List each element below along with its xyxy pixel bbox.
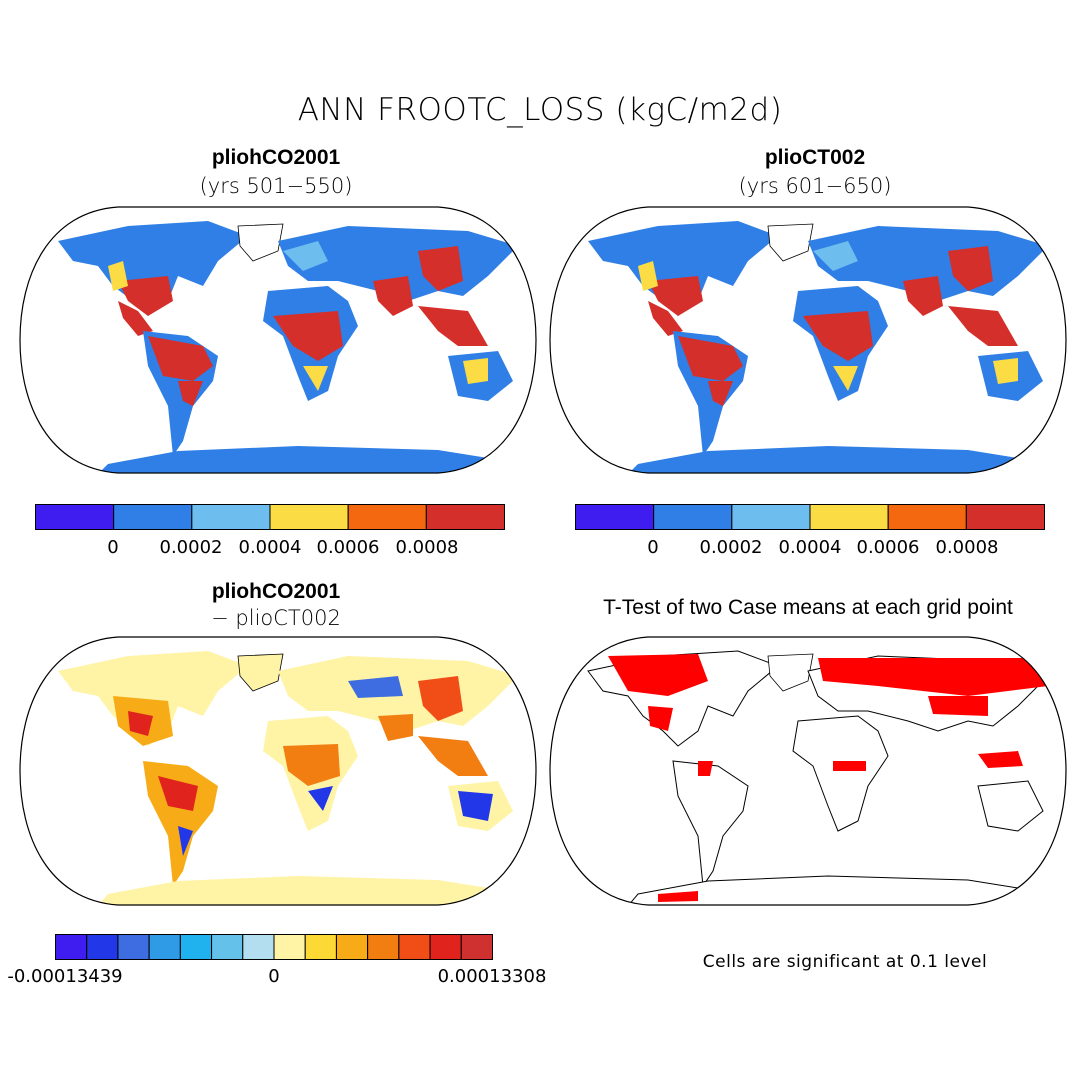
cbar-c-swatch-1	[86, 934, 119, 960]
cbar-b-swatch-2	[731, 504, 811, 530]
cbar-c-swatch-10	[367, 934, 400, 960]
cbar-a-swatch-5	[425, 504, 506, 530]
panel-c-subtitle: − plioCT002	[211, 606, 341, 630]
cbar-c-swatch-5	[211, 934, 244, 960]
cbar-c-swatch-2	[117, 934, 150, 960]
cbar-b-swatch-5	[965, 504, 1046, 530]
panel-b-subtitle: (yrs 601−650)	[738, 174, 892, 198]
panel-c-title: pliohCO2001	[211, 580, 341, 603]
cbar-c-swatch-9	[335, 934, 369, 960]
cbar-c-tick-zero: 0	[268, 966, 280, 987]
cbar-c-swatch-12	[429, 934, 462, 960]
cbar-a-tick-4: 0.0006	[316, 537, 380, 558]
cbar-a-swatch-2	[191, 504, 271, 530]
map-panel-c	[19, 636, 537, 906]
panel-a-subtitle: (yrs 501−550)	[199, 174, 353, 198]
cbar-b-swatch-0	[575, 504, 655, 530]
colorbar-panel-a	[35, 504, 506, 530]
colorbar-panel-c	[55, 934, 493, 960]
cbar-a-tick-3: 0.0004	[238, 537, 302, 558]
cbar-b-tick-3: 0.0004	[778, 537, 842, 558]
panel-a-title: pliohCO2001	[211, 146, 341, 169]
cbar-a-swatch-3	[269, 504, 349, 530]
cbar-c-swatch-6	[242, 934, 275, 960]
cbar-b-tick-1: 0	[647, 537, 659, 558]
cbar-a-swatch-4	[347, 504, 427, 530]
cbar-b-swatch-3	[809, 504, 889, 530]
map-panel-a	[19, 206, 537, 474]
cbar-b-swatch-4	[887, 504, 967, 530]
cbar-b-tick-5: 0.0008	[935, 537, 999, 558]
cbar-c-swatch-4	[179, 934, 213, 960]
cbar-a-swatch-0	[35, 504, 115, 530]
cbar-c-swatch-7	[273, 934, 306, 960]
cbar-c-tick-max: 0.00013308	[437, 966, 547, 987]
cbar-c-swatch-0	[55, 934, 88, 960]
figure-title: ANN FROOTC_LOSS (kgC/m2d)	[297, 92, 783, 128]
cbar-c-swatch-13	[460, 934, 493, 960]
panel-d-title: T-Test of two Case means at each grid po…	[603, 596, 1013, 619]
cbar-c-tick-min: -0.00013439	[7, 966, 123, 987]
cbar-c-swatch-11	[398, 934, 431, 960]
ttest-significance-note: Cells are significant at 0.1 level	[702, 952, 988, 972]
cbar-b-swatch-1	[653, 504, 733, 530]
map-panel-b	[549, 206, 1067, 474]
colorbar-panel-b	[575, 504, 1046, 530]
cbar-a-swatch-1	[113, 504, 193, 530]
cbar-a-tick-5: 0.0008	[395, 537, 459, 558]
cbar-c-swatch-3	[148, 934, 181, 960]
cbar-a-tick-2: 0.0002	[159, 537, 223, 558]
cbar-c-swatch-8	[304, 934, 337, 960]
cbar-b-tick-4: 0.0006	[856, 537, 920, 558]
panel-b-title: plioCT002	[764, 146, 866, 169]
cbar-a-tick-1: 0	[107, 537, 119, 558]
map-panel-d	[549, 636, 1067, 906]
cbar-b-tick-2: 0.0002	[699, 537, 763, 558]
